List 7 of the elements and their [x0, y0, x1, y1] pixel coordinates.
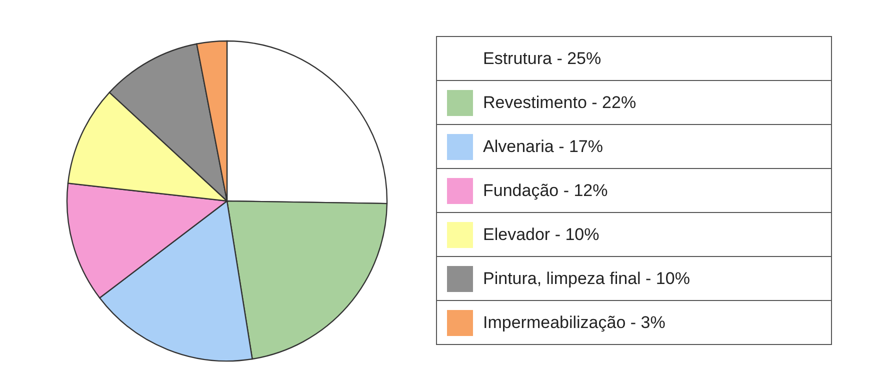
- slice-label: Estrutura - 25%: [482, 48, 602, 68]
- legend-label: Pintura, limpeza final - 10%: [482, 268, 690, 288]
- legend-label: Elevador - 10%: [482, 224, 600, 244]
- legend-label: Alvenaria - 17%: [482, 136, 604, 156]
- legend-label: Fundação - 12%: [482, 180, 608, 200]
- legend-label: Revestimento - 22%: [482, 92, 636, 112]
- legend-label: Impermeabilização - 3%: [482, 312, 666, 332]
